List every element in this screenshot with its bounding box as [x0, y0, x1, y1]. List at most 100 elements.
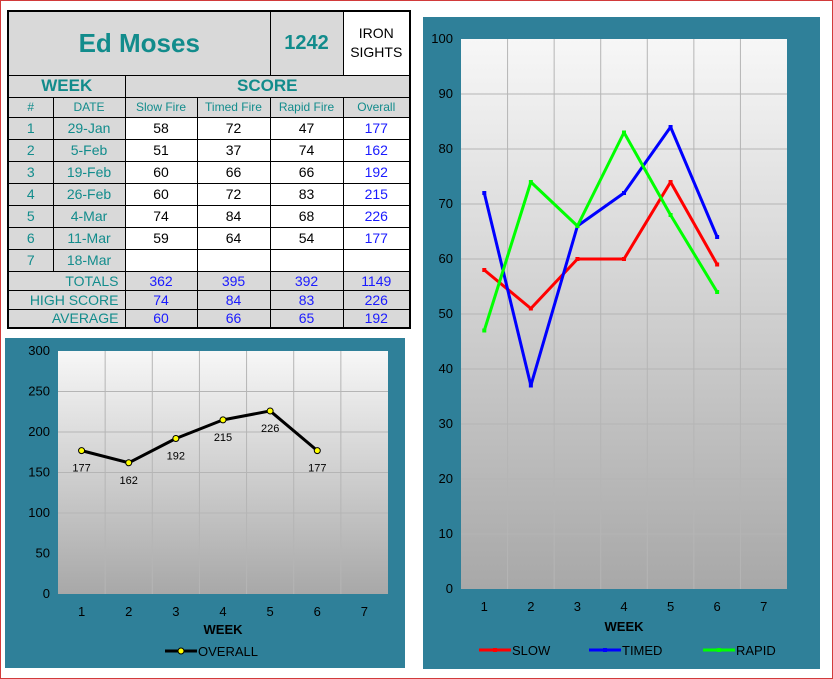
row-num: 5 [7, 204, 54, 228]
series-line-overall [81, 409, 319, 465]
series-line-timed [482, 125, 719, 387]
x-axis-title: WEEK [605, 619, 645, 634]
row-date: 18-Mar [52, 248, 126, 272]
table-row: 7 18-Mar [7, 248, 411, 272]
y-tick-label: 10 [439, 526, 453, 541]
y-tick-label: 30 [439, 416, 453, 431]
row-date: 29-Jan [52, 116, 126, 140]
high-timed: 84 [196, 289, 271, 310]
row-num: 7 [7, 248, 54, 272]
y-tick-label: 0 [43, 586, 50, 601]
average-overall: 192 [342, 308, 411, 329]
week-group-header: WEEK [7, 74, 126, 98]
data-point [125, 459, 133, 467]
average-label: AVERAGE [7, 308, 126, 329]
row-date: 11-Mar [52, 226, 126, 250]
data-label: 215 [214, 432, 232, 444]
row-rapid [269, 248, 344, 272]
row-overall: 177 [342, 116, 411, 140]
y-tick-label: 20 [439, 471, 453, 486]
breakdown-chart-panel: 0 10 20 30 40 50 60 70 80 90 100 1 2 3 4 5 6 7 WEEK SLOW TIM… [423, 17, 820, 669]
totals-label: TOTALS [7, 270, 126, 291]
category-line1: IRON [358, 25, 394, 42]
row-timed: 66 [196, 160, 271, 184]
x-tick-label: 5 [667, 599, 674, 614]
overall-chart-panel: 0 50 100 150 200 250 300 1 2 3 4 5 6 7 WEEK 177 162 192 21… [5, 338, 405, 668]
data-label: 162 [120, 475, 138, 487]
y-tick-label: 100 [28, 505, 50, 520]
data-point [482, 328, 487, 333]
shooter-name: Ed Moses [7, 10, 271, 76]
data-point [668, 213, 673, 217]
x-tick-label: 7 [760, 599, 767, 614]
x-tick-label: 4 [620, 599, 627, 614]
category-label: IRON SIGHTS [342, 10, 411, 76]
high-overall: 226 [342, 289, 411, 310]
y-tick-label: 70 [439, 196, 453, 211]
row-slow: 51 [124, 138, 198, 162]
row-slow: 60 [124, 160, 198, 184]
y-tick-label: 50 [439, 306, 453, 321]
y-tick-label: 0 [446, 581, 453, 596]
data-point [313, 447, 321, 455]
category-line2: SIGHTS [350, 44, 403, 61]
col-header-num: # [7, 96, 54, 118]
data-label: 226 [261, 423, 279, 435]
row-overall: 226 [342, 204, 411, 228]
high-rapid: 83 [269, 289, 344, 310]
high-score-row: HIGH SCORE 74 84 83 226 [7, 289, 411, 310]
col-header-overall: Overall [342, 96, 411, 118]
totals-rapid: 392 [269, 270, 344, 291]
totals-overall: 1149 [342, 270, 411, 291]
row-timed: 72 [196, 182, 271, 206]
y-tick-label: 50 [36, 546, 50, 561]
x-tick-label: 5 [267, 604, 274, 619]
row-timed: 37 [196, 138, 271, 162]
row-slow: 58 [124, 116, 198, 140]
table-row: 2 5-Feb 51 37 74 162 [7, 138, 411, 162]
col-header-slow: Slow Fire [124, 96, 198, 118]
table-row: 6 11-Mar 59 64 54 177 [7, 226, 411, 250]
data-point [715, 262, 720, 267]
breakdown-chart: 0 10 20 30 40 50 60 70 80 90 100 1 2 3 4 5 6 7 WEEK SLOW TIM… [431, 31, 787, 658]
col-header-date: DATE [52, 96, 126, 118]
row-num: 6 [7, 226, 54, 250]
totals-slow: 362 [124, 270, 198, 291]
row-overall: 192 [342, 160, 411, 184]
legend-label: RAPID [736, 643, 776, 658]
x-tick-label: 6 [314, 604, 321, 619]
data-label: 192 [167, 450, 185, 462]
table-row: 1 29-Jan 58 72 47 177 [7, 116, 411, 140]
totals-timed: 395 [196, 270, 271, 291]
data-point [622, 130, 626, 135]
row-timed [196, 248, 271, 272]
x-axis-title: WEEK [204, 622, 244, 637]
y-tick-label: 200 [28, 424, 50, 439]
row-rapid: 54 [269, 226, 344, 250]
data-point [78, 447, 86, 455]
data-point [482, 191, 487, 195]
y-tick-label: 60 [439, 251, 453, 266]
legend-marker [177, 647, 185, 655]
x-tick-label: 7 [361, 604, 368, 619]
y-tick-label: 300 [28, 343, 50, 358]
data-label: 177 [308, 463, 326, 475]
legend-label: TIMED [622, 643, 662, 658]
row-rapid: 74 [269, 138, 344, 162]
row-overall [342, 248, 411, 272]
high-slow: 74 [124, 289, 198, 310]
legend-marker [717, 648, 721, 652]
row-rapid: 66 [269, 160, 344, 184]
x-tick-label: 2 [527, 599, 534, 614]
row-num: 4 [7, 182, 54, 206]
legend-marker [493, 648, 497, 652]
col-header-timed: Timed Fire [196, 96, 271, 118]
data-point [528, 180, 533, 184]
x-tick-label: 1 [78, 604, 85, 619]
x-tick-label: 3 [574, 599, 581, 614]
data-point [622, 257, 626, 261]
average-slow: 60 [124, 308, 198, 329]
y-tick-label: 40 [439, 361, 453, 376]
table-row: 4 26-Feb 60 72 83 215 [7, 182, 411, 206]
data-point [668, 180, 673, 184]
